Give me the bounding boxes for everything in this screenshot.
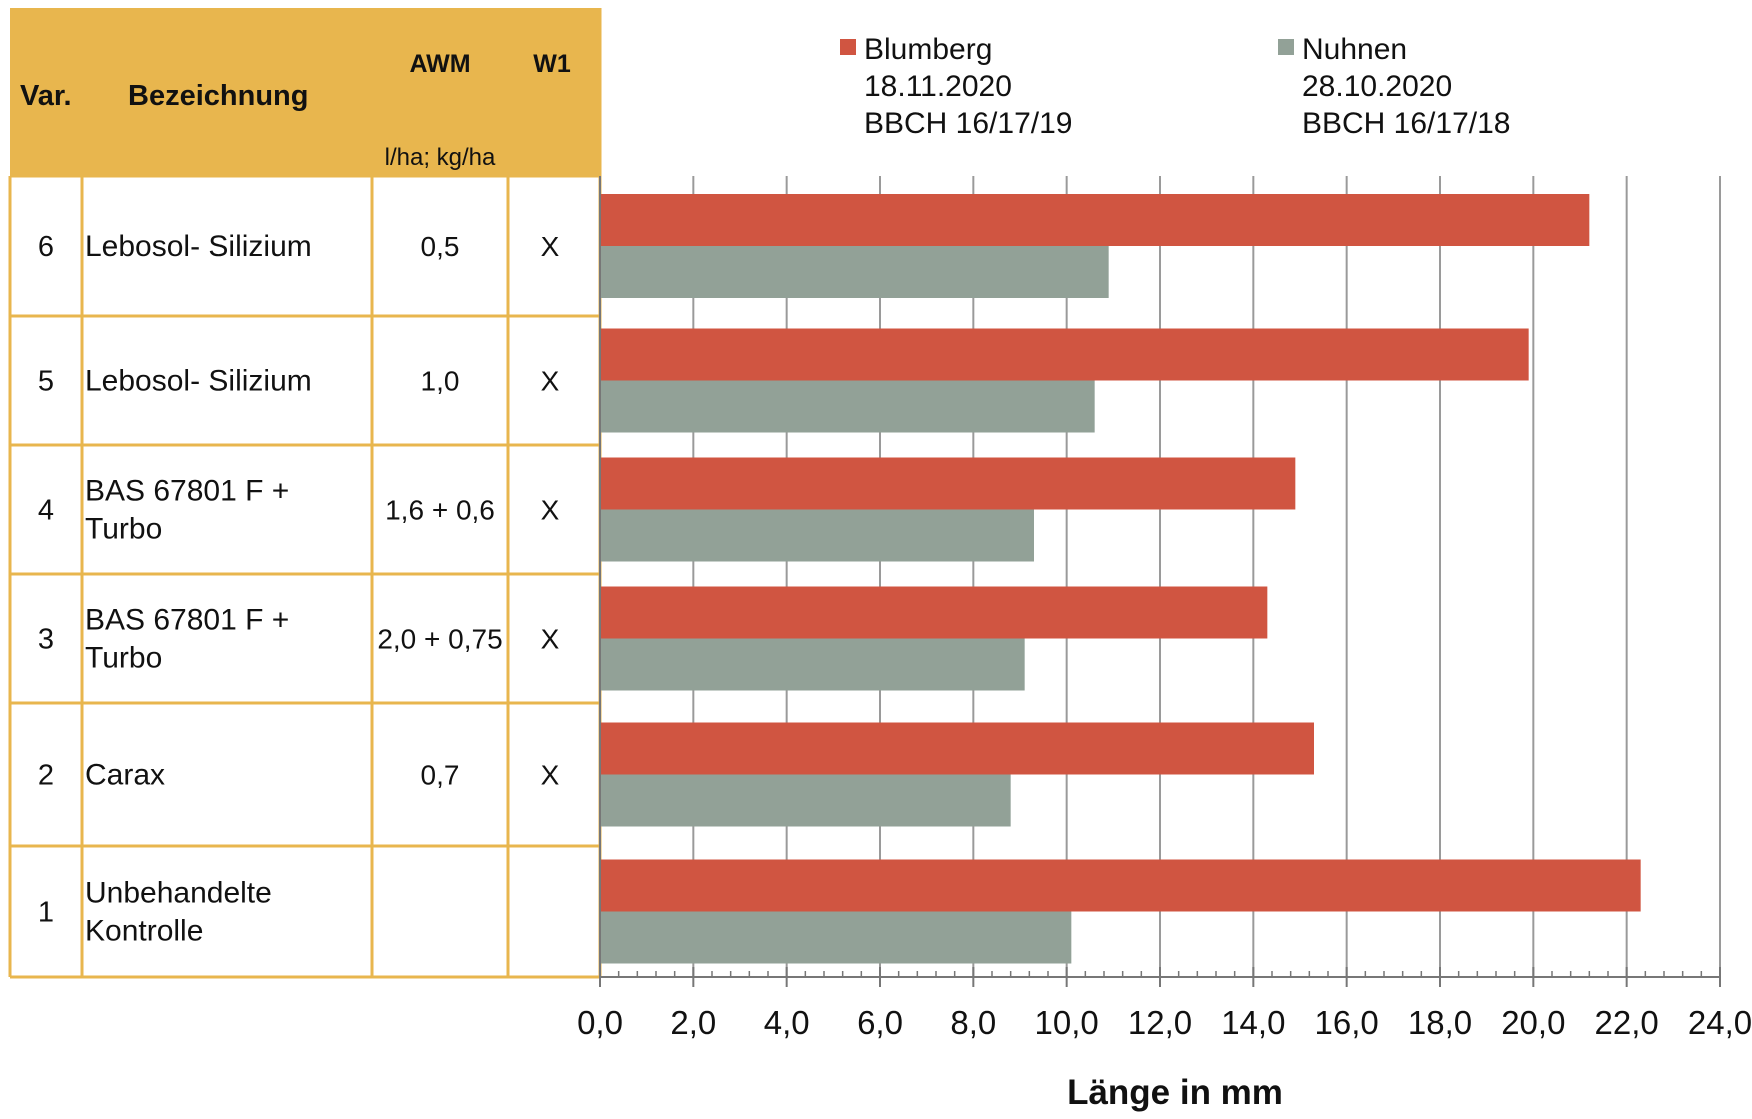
legend-text-blumberg: BBCH 16/17/19	[864, 107, 1072, 140]
x-tick-label: 22,0	[1595, 1004, 1659, 1041]
bar-nuhnen-var-6	[600, 246, 1109, 298]
header-awm-unit: l/ha; kg/ha	[385, 144, 496, 171]
variant-table: Var. Bezeichnung AWM l/ha; kg/ha W1 6 Lebosol-…	[8, 8, 602, 979]
x-tick-label: 24,0	[1688, 1004, 1752, 1041]
cell-awm: 1,6 + 0,6	[385, 495, 495, 526]
header-var: Var.	[20, 80, 72, 112]
cell-awm: 0,5	[421, 231, 460, 262]
x-tick-label: 20,0	[1501, 1004, 1565, 1041]
cell-awm: 1,0	[421, 366, 460, 397]
bar-nuhnen-var-1	[600, 911, 1072, 964]
legend-text-nuhnen: BBCH 16/17/18	[1302, 107, 1510, 140]
legend-text-nuhnen: Nuhnen	[1302, 33, 1407, 66]
cell-bezeichnung: Carax	[85, 759, 165, 792]
cell-var: 6	[38, 231, 54, 263]
x-tick-label: 0,0	[577, 1004, 623, 1041]
chart-gridlines	[692, 176, 1721, 977]
legend-text-blumberg: Blumberg	[864, 33, 992, 66]
chart-legend: Blumberg 18.11.2020 BBCH 16/17/19 Nuhnen 28.…	[840, 33, 1510, 140]
cell-bezeichnung: BAS 67801 F +	[85, 475, 289, 508]
legend-text-blumberg: 18.11.2020	[864, 70, 1012, 103]
cell-w1: X	[541, 495, 560, 526]
legend-swatch-nuhnen	[1278, 39, 1294, 55]
cell-w1: X	[541, 366, 560, 397]
x-axis-title: Länge in mm	[1067, 1073, 1283, 1112]
bar-nuhnen-var-5	[600, 380, 1095, 433]
bar-blumberg-var-5	[600, 328, 1529, 381]
cell-awm: 0,7	[421, 760, 460, 791]
cell-bezeichnung: Turbo	[85, 642, 162, 675]
x-tick-label: 12,0	[1128, 1004, 1192, 1041]
bar-nuhnen-var-4	[600, 509, 1034, 562]
cell-w1: X	[541, 231, 560, 262]
cell-bezeichnung: BAS 67801 F +	[85, 604, 289, 637]
table-header-background	[10, 8, 600, 176]
cell-var: 5	[38, 366, 54, 398]
cell-bezeichnung: Lebosol- Silizium	[85, 230, 312, 263]
cell-var: 1	[38, 897, 54, 929]
x-axis: 0,0 2,0 4,0 6,0 8,0 10,0 12,0 14,0 16,0 18,0 20,0 2…	[577, 176, 1752, 1112]
chart-bars	[600, 194, 1641, 964]
x-tick-label: 2,0	[670, 1004, 716, 1041]
bar-nuhnen-var-2	[600, 774, 1011, 827]
x-tick-label: 6,0	[857, 1004, 903, 1041]
cell-w1: X	[541, 760, 560, 791]
cell-bezeichnung: Unbehandelte	[85, 877, 272, 910]
x-tick-label: 8,0	[950, 1004, 996, 1041]
cell-var: 4	[38, 495, 54, 527]
legend-text-nuhnen: 28.10.2020	[1302, 70, 1452, 103]
cell-bezeichnung: Turbo	[85, 513, 162, 546]
x-tick-label: 18,0	[1408, 1004, 1472, 1041]
cell-awm: 2,0 + 0,75	[377, 624, 502, 655]
x-tick-label: 10,0	[1035, 1004, 1099, 1041]
bar-blumberg-var-1	[600, 859, 1641, 912]
cell-bezeichnung: Kontrolle	[85, 915, 203, 948]
cell-var: 2	[38, 760, 54, 792]
bar-blumberg-var-3	[600, 586, 1268, 639]
x-tick-label: 4,0	[764, 1004, 810, 1041]
cell-var: 3	[38, 624, 54, 656]
x-tick-label: 16,0	[1315, 1004, 1379, 1041]
bar-nuhnen-var-3	[600, 638, 1025, 691]
header-bezeichnung: Bezeichnung	[128, 80, 308, 112]
bar-blumberg-var-6	[600, 194, 1590, 246]
cell-bezeichnung: Lebosol- Silizium	[85, 365, 312, 398]
header-awm: AWM	[409, 50, 470, 78]
cell-w1: X	[541, 624, 560, 655]
header-w1: W1	[533, 50, 571, 78]
bar-blumberg-var-4	[600, 457, 1296, 510]
bar-blumberg-var-2	[600, 722, 1314, 775]
x-tick-label: 14,0	[1221, 1004, 1285, 1041]
legend-swatch-blumberg	[840, 39, 856, 55]
